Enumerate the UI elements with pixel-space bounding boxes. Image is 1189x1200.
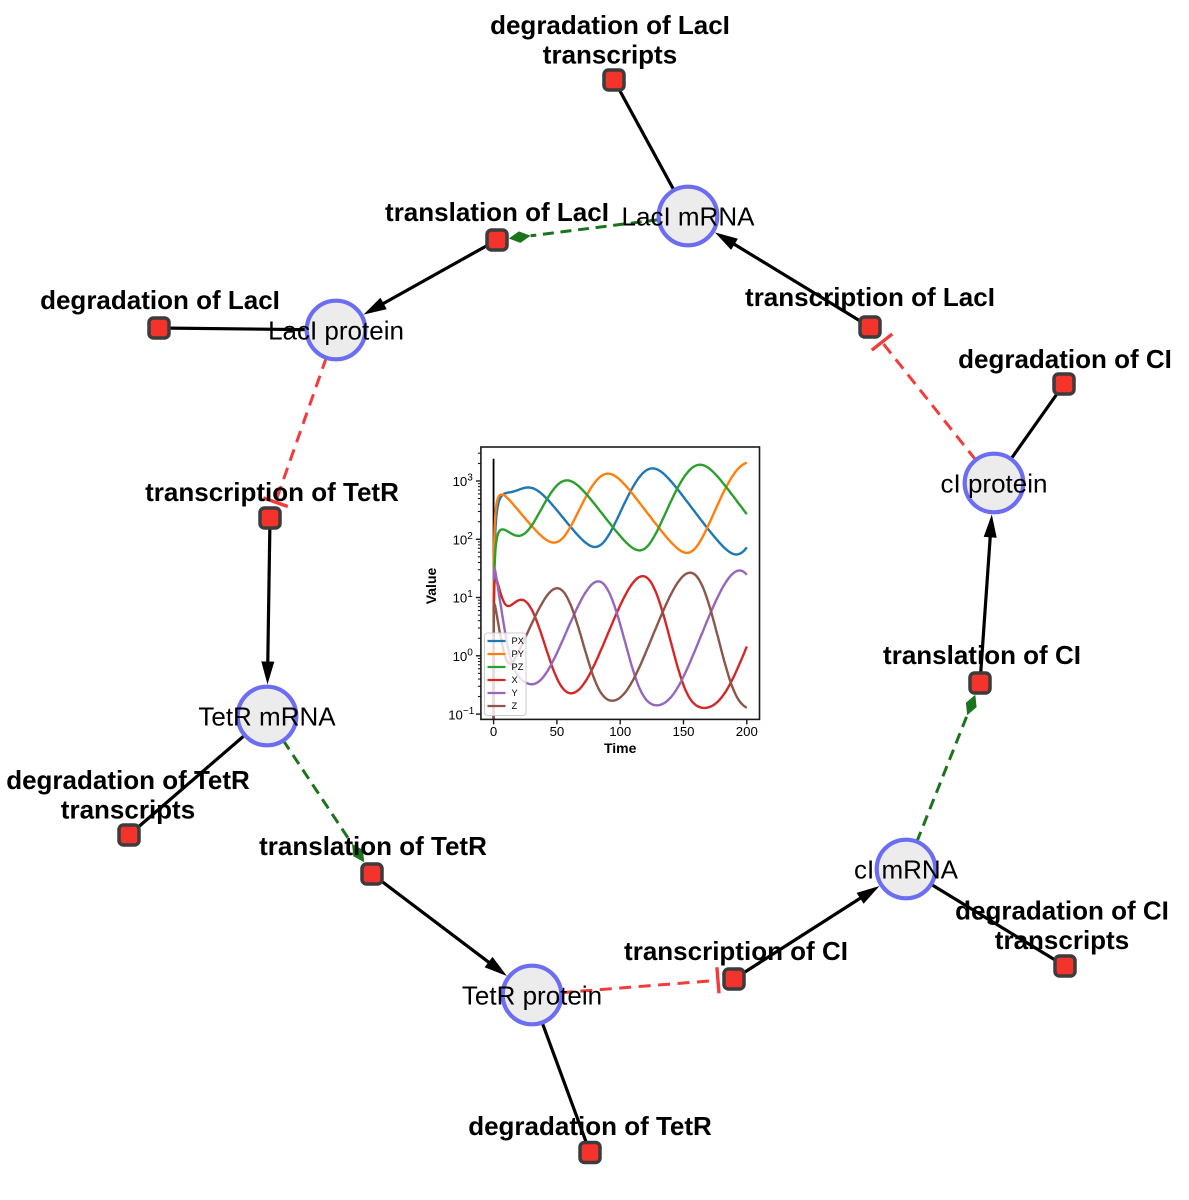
svg-text:degradation of TetR: degradation of TetR <box>6 765 250 795</box>
svg-text:cI protein: cI protein <box>941 469 1048 499</box>
svg-text:X: X <box>512 675 518 685</box>
svg-text:0: 0 <box>490 724 497 739</box>
svg-text:Time: Time <box>604 740 637 756</box>
svg-text:TetR mRNA: TetR mRNA <box>198 702 336 732</box>
svg-text:102: 102 <box>453 531 474 548</box>
svg-text:degradation of CI: degradation of CI <box>958 344 1172 374</box>
svg-text:200: 200 <box>736 724 758 739</box>
svg-text:100: 100 <box>453 648 474 665</box>
svg-text:LacI protein: LacI protein <box>268 316 404 346</box>
svg-text:Value: Value <box>423 568 439 605</box>
svg-text:degradation of LacI: degradation of LacI <box>490 10 730 40</box>
svg-text:Z: Z <box>512 701 518 711</box>
svg-text:PY: PY <box>512 649 524 659</box>
svg-text:transcripts: transcripts <box>61 795 195 825</box>
svg-text:degradation of CI: degradation of CI <box>955 896 1169 926</box>
svg-text:PZ: PZ <box>512 662 524 672</box>
svg-text:101: 101 <box>453 589 474 606</box>
svg-text:degradation of LacI: degradation of LacI <box>40 285 280 315</box>
svg-text:cI mRNA: cI mRNA <box>854 855 959 885</box>
svg-text:translation of LacI: translation of LacI <box>385 197 609 227</box>
svg-text:LacI mRNA: LacI mRNA <box>622 202 756 232</box>
svg-text:transcription of CI: transcription of CI <box>624 936 848 966</box>
svg-text:50: 50 <box>550 724 565 739</box>
svg-text:transcription of LacI: transcription of LacI <box>745 282 995 312</box>
svg-text:transcripts: transcripts <box>995 925 1129 955</box>
svg-text:150: 150 <box>672 724 694 739</box>
svg-text:translation of TetR: translation of TetR <box>259 831 487 861</box>
svg-text:TetR protein: TetR protein <box>462 981 602 1011</box>
svg-text:degradation of TetR: degradation of TetR <box>468 1111 712 1141</box>
svg-text:transcripts: transcripts <box>543 40 677 70</box>
svg-text:103: 103 <box>453 473 474 490</box>
svg-text:Y: Y <box>512 688 518 698</box>
svg-text:translation of CI: translation of CI <box>883 640 1081 670</box>
svg-text:100: 100 <box>609 724 631 739</box>
svg-text:10−1: 10−1 <box>448 706 475 723</box>
svg-text:PX: PX <box>512 636 524 646</box>
svg-text:transcription of TetR: transcription of TetR <box>145 477 399 507</box>
